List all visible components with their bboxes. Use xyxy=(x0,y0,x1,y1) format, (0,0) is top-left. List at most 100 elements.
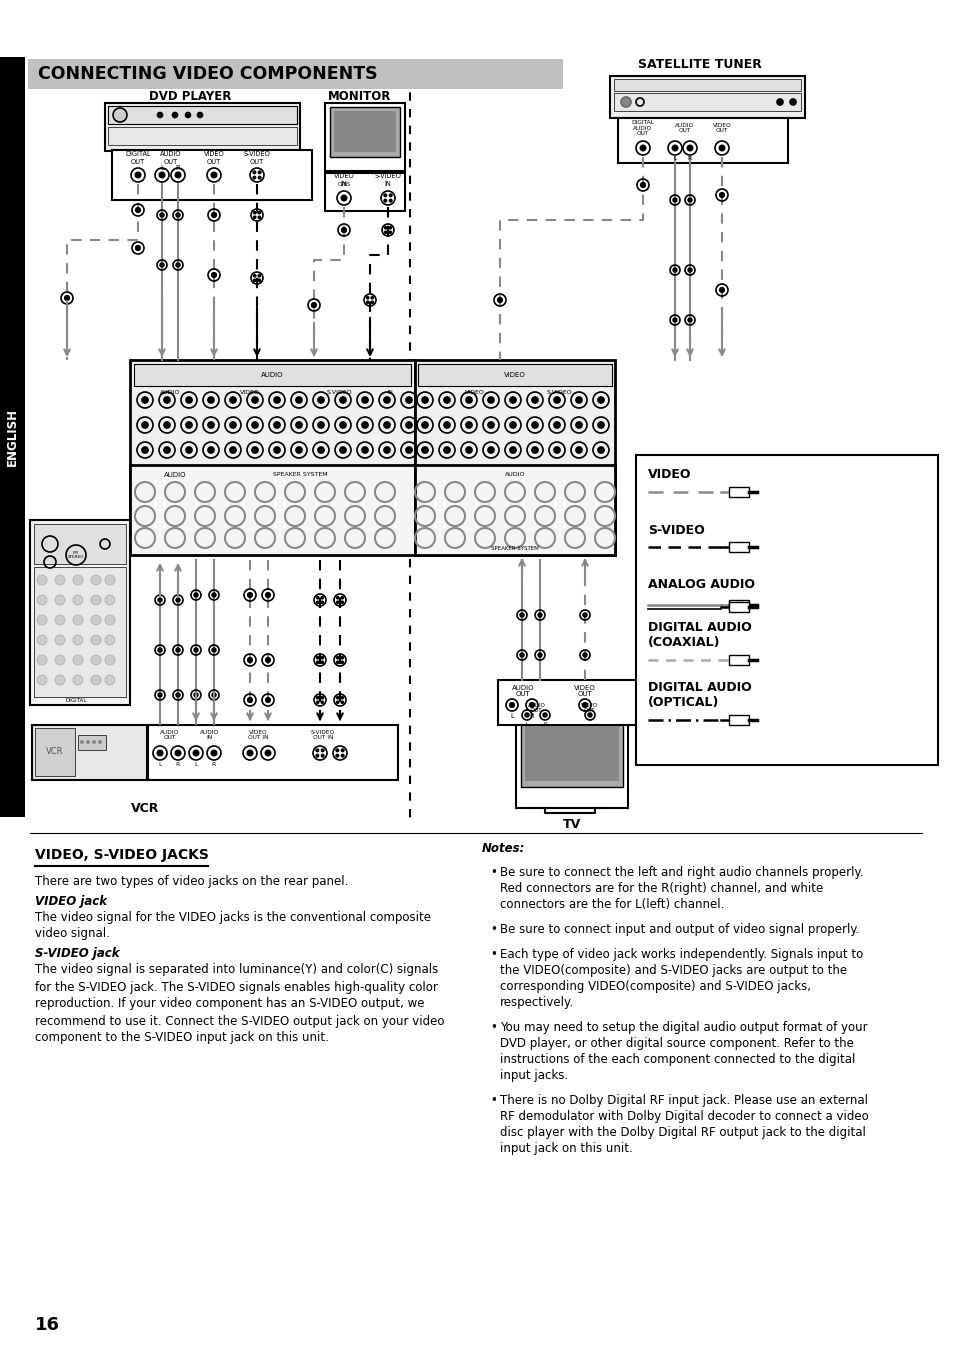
Circle shape xyxy=(317,422,324,428)
Circle shape xyxy=(336,657,338,659)
Circle shape xyxy=(176,598,180,603)
Text: corresponding VIDEO(composite) and S-VIDEO jacks,: corresponding VIDEO(composite) and S-VID… xyxy=(499,979,810,993)
Text: reproduction. If your video component has an S-VIDEO output, we: reproduction. If your video component ha… xyxy=(35,997,424,1011)
Text: VIDEO jack: VIDEO jack xyxy=(35,894,107,908)
Text: L: L xyxy=(673,155,676,161)
Circle shape xyxy=(389,195,392,196)
Circle shape xyxy=(529,703,534,708)
Circle shape xyxy=(312,303,316,307)
Circle shape xyxy=(465,447,472,453)
FancyBboxPatch shape xyxy=(130,359,415,540)
Circle shape xyxy=(336,597,338,598)
Circle shape xyxy=(321,697,323,698)
Circle shape xyxy=(341,601,343,604)
FancyBboxPatch shape xyxy=(516,717,627,808)
FancyBboxPatch shape xyxy=(325,103,405,172)
Circle shape xyxy=(465,397,472,403)
Circle shape xyxy=(341,697,343,698)
Circle shape xyxy=(105,676,115,685)
Circle shape xyxy=(519,653,523,657)
Text: VIDEO, S-VIDEO JACKS: VIDEO, S-VIDEO JACKS xyxy=(35,848,209,862)
Circle shape xyxy=(37,635,47,644)
Circle shape xyxy=(336,601,338,604)
Circle shape xyxy=(719,193,723,197)
Text: Red connectors are for the R(right) channel, and white: Red connectors are for the R(right) chan… xyxy=(499,882,822,894)
Circle shape xyxy=(384,200,386,201)
Circle shape xyxy=(341,701,343,704)
Text: DIGITAL
AUDIO
OUT: DIGITAL AUDIO OUT xyxy=(631,120,654,136)
Circle shape xyxy=(673,199,677,201)
Circle shape xyxy=(175,173,180,178)
Circle shape xyxy=(212,273,216,277)
Circle shape xyxy=(537,613,541,617)
Circle shape xyxy=(316,661,318,663)
FancyBboxPatch shape xyxy=(728,486,748,497)
Circle shape xyxy=(91,615,101,626)
Circle shape xyxy=(159,173,165,178)
Circle shape xyxy=(55,676,65,685)
Circle shape xyxy=(537,653,541,657)
FancyBboxPatch shape xyxy=(35,728,75,775)
Circle shape xyxy=(160,213,164,218)
Circle shape xyxy=(487,447,494,453)
Circle shape xyxy=(341,597,343,598)
Circle shape xyxy=(142,422,148,428)
Text: AUDIO: AUDIO xyxy=(504,473,525,477)
Text: VIDEO
IN: VIDEO IN xyxy=(334,173,354,186)
Circle shape xyxy=(316,597,318,598)
Text: RF demodulator with Dolby Digital decoder to connect a video: RF demodulator with Dolby Digital decode… xyxy=(499,1111,868,1123)
Circle shape xyxy=(335,754,338,757)
Circle shape xyxy=(389,200,392,201)
Circle shape xyxy=(587,713,591,717)
Text: S.VIDEO: S.VIDEO xyxy=(327,390,353,396)
Circle shape xyxy=(582,703,587,708)
Text: AUDIO
OUT: AUDIO OUT xyxy=(675,123,694,134)
FancyBboxPatch shape xyxy=(30,520,130,705)
Circle shape xyxy=(91,594,101,605)
Circle shape xyxy=(176,648,180,653)
Circle shape xyxy=(37,615,47,626)
Text: for the S-VIDEO jack. The S-VIDEO signals enables high-quality color: for the S-VIDEO jack. The S-VIDEO signal… xyxy=(35,981,437,993)
Circle shape xyxy=(91,576,101,585)
Circle shape xyxy=(105,594,115,605)
Circle shape xyxy=(98,740,102,744)
Circle shape xyxy=(176,693,180,697)
Circle shape xyxy=(73,576,83,585)
Circle shape xyxy=(406,422,412,428)
Text: input jacks.: input jacks. xyxy=(499,1069,568,1082)
Text: L: L xyxy=(158,762,162,767)
Circle shape xyxy=(366,301,369,304)
Circle shape xyxy=(554,447,559,453)
Circle shape xyxy=(598,422,603,428)
Circle shape xyxy=(37,576,47,585)
Circle shape xyxy=(719,288,723,292)
Circle shape xyxy=(253,172,255,173)
Circle shape xyxy=(336,697,338,698)
Circle shape xyxy=(91,740,96,744)
Circle shape xyxy=(339,447,346,453)
Circle shape xyxy=(487,422,494,428)
FancyBboxPatch shape xyxy=(34,567,126,697)
Circle shape xyxy=(640,182,644,188)
Text: MONITOR: MONITOR xyxy=(328,89,392,103)
Circle shape xyxy=(321,754,323,757)
Circle shape xyxy=(371,297,373,299)
Circle shape xyxy=(341,196,346,201)
Circle shape xyxy=(253,274,255,277)
Circle shape xyxy=(316,657,318,659)
Circle shape xyxy=(295,447,302,453)
Circle shape xyxy=(532,447,537,453)
Circle shape xyxy=(341,754,343,757)
Circle shape xyxy=(253,177,255,178)
FancyBboxPatch shape xyxy=(330,107,399,157)
Circle shape xyxy=(73,635,83,644)
Circle shape xyxy=(258,172,260,173)
Circle shape xyxy=(274,397,280,403)
Circle shape xyxy=(316,701,318,704)
Circle shape xyxy=(208,397,213,403)
Text: S-VIDEO
IN: S-VIDEO IN xyxy=(375,173,401,186)
Circle shape xyxy=(164,397,170,403)
Text: CONNECTING VIDEO COMPONENTS: CONNECTING VIDEO COMPONENTS xyxy=(38,65,377,82)
Text: TV: TV xyxy=(562,817,580,831)
Circle shape xyxy=(532,397,537,403)
